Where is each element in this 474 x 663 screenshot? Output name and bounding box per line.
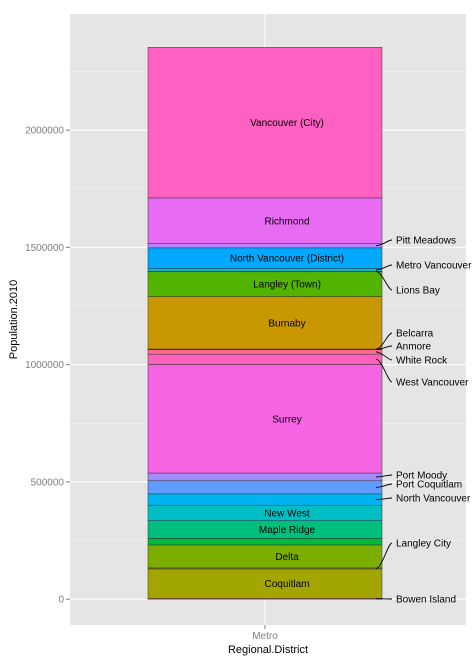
segment-labels: Coquitlam Delta Maple Ridge New West Surrey B…: [230, 118, 344, 590]
leader-line-west-vancouver: [375, 358, 393, 383]
leader-line-lions-bay: [375, 271, 393, 291]
outside-label-port-moody: Port Moody: [396, 471, 447, 482]
outside-label-anmore: Anmore: [396, 342, 431, 353]
segment-label-north-vancouver-district: North Vancouver (District): [230, 254, 344, 265]
outside-label-port-coquitlam: Port Coquitlam: [396, 480, 462, 491]
leader-line-anmore: [375, 345, 393, 350]
outside-label-belcarra: Belcarra: [396, 329, 434, 340]
segment-vancouver-city-23: [147, 47, 383, 199]
segment-delta-3: [147, 544, 383, 569]
outside-label-pitt-meadows: Pitt Meadows: [396, 236, 456, 247]
segment-label-burnaby: Burnaby: [268, 318, 305, 329]
leader-line-belcarra: [375, 332, 393, 350]
segment-label-langley-town: Langley (Town): [253, 280, 321, 291]
segment-west-vancouver-12: [147, 353, 383, 365]
segment-label-surrey: Surrey: [272, 414, 301, 425]
segment-label-new-west: New West: [264, 508, 310, 519]
segment-surrey-11: [147, 364, 383, 474]
segment-langley-town-17: [147, 271, 383, 297]
outside-label-north-vancouver: North Vancouver: [396, 494, 471, 505]
leader-line-metro-vancouver: [375, 264, 393, 271]
y-axis: 0 500000 1000000 1500000 2000000: [25, 126, 70, 606]
y-tick-label: 500000: [31, 477, 65, 488]
segment-label-richmond: Richmond: [264, 216, 309, 227]
y-tick-label: 0: [58, 595, 64, 606]
leader-line-port-moody: [375, 474, 393, 478]
segment-white-rock-13: [147, 349, 383, 355]
y-axis-title: Population.2010: [8, 280, 20, 360]
outside-label-west-vancouver: West Vancouver: [396, 378, 469, 389]
segment-coquitlam-1: [147, 568, 383, 599]
outside-label-langley-city: Langley City: [396, 539, 451, 550]
outside-label-lions-bay: Lions Bay: [396, 286, 440, 297]
segment-langley-city-5: [147, 538, 383, 546]
leader-line-langley-city: [375, 542, 393, 569]
segment-label-coquitlam: Coquitlam: [264, 579, 309, 590]
y-tick-label: 1500000: [25, 243, 64, 254]
segment-metro-vancouver-19: [147, 268, 383, 272]
leader-line-port-coquitlam: [375, 483, 393, 488]
outside-label-bowen-island: Bowen Island: [396, 595, 456, 606]
leader-line-white-rock: [375, 351, 393, 361]
y-tick-label: 2000000: [25, 126, 64, 137]
segment-north-vancouver-8: [147, 493, 383, 506]
y-tick-label: 1000000: [25, 360, 64, 371]
x-axis-title: Regional.District: [228, 644, 308, 656]
x-axis: Metro: [252, 625, 278, 642]
segment-port-coquitlam-9: [147, 480, 383, 495]
outside-label-white-rock: White Rock: [396, 356, 448, 367]
outside-label-metro-vancouver: Metro Vancouver: [396, 261, 472, 272]
segment-pitt-meadows-21: [147, 243, 383, 249]
leader-line-north-vancouver: [375, 497, 393, 500]
segment-burnaby-16: [147, 296, 383, 350]
segment-label-vancouver-city: Vancouver (City): [250, 118, 324, 129]
segment-label-maple-ridge: Maple Ridge: [259, 525, 316, 536]
outside-labels: Bowen Island Langley City North Vancouver P…: [396, 236, 472, 606]
segment-label-delta: Delta: [275, 552, 299, 563]
segment-port-moody-10: [147, 472, 383, 482]
x-tick-label: Metro: [252, 631, 278, 642]
bar-segments: [147, 47, 383, 600]
leader-lines: [375, 239, 393, 600]
leader-line-pitt-meadows: [375, 239, 393, 247]
